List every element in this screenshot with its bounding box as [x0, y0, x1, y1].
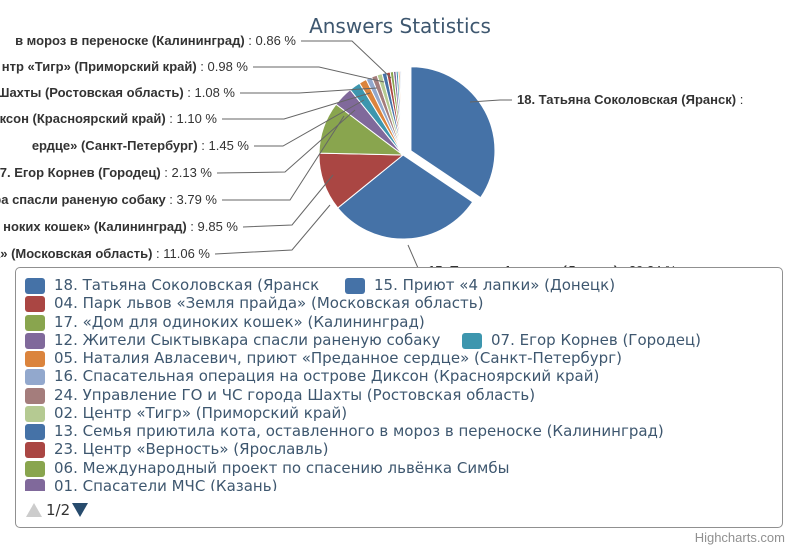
legend-swatch: [25, 406, 45, 422]
legend-swatch: [25, 296, 45, 312]
pie-slice[interactable]: [337, 154, 474, 240]
pie-slice[interactable]: [410, 66, 496, 199]
legend-item-label: 13. Семья приютила кота, оставленного в …: [54, 422, 664, 440]
legend-swatch: [25, 461, 45, 477]
legend: 18. Татьяна Соколовская (Яранск 15. Приют…: [15, 267, 783, 528]
data-label-name: ноких кошек» (Калининград): [3, 219, 187, 234]
data-label-value: : 11.06 %: [152, 246, 210, 261]
data-label-value: : 1.08 %: [184, 85, 236, 100]
label-connector: [301, 40, 392, 79]
data-label: 18. Татьяна Соколовская (Яранск) :: [517, 92, 743, 107]
label-connector: [222, 115, 345, 201]
label-connector: [222, 92, 371, 120]
legend-swatch: [25, 479, 45, 491]
data-label-name: 18. Татьяна Соколовская (Яранск): [517, 92, 736, 107]
data-label: 07. Егор Корнев (Городец) : 2.13 %: [0, 165, 212, 180]
data-label: иксон (Красноярский край) : 1.10 %: [0, 111, 217, 126]
legend-swatch: [462, 333, 482, 349]
legend-item-label: 04. Парк львов «Земля прайда» (Московска…: [54, 294, 484, 312]
legend-item-label: 15. Приют «4 лапки» (Донецк): [374, 276, 616, 294]
pie-slices: [318, 66, 496, 240]
legend-next-arrow-icon[interactable]: [72, 503, 89, 517]
legend-item-label: 24. Управление ГО и ЧС города Шахты (Рос…: [54, 386, 536, 404]
data-label-name: Шахты (Ростовская область): [0, 85, 184, 100]
data-label-name: ра спасли раненую собаку: [0, 192, 166, 207]
legend-page-indicator: 1/2: [46, 501, 71, 519]
data-label-name: иксон (Красноярский край): [0, 111, 166, 126]
data-label: ра спасли раненую собаку : 3.79 %: [0, 192, 217, 207]
legend-item-label: 07. Егор Корнев (Городец): [491, 331, 701, 349]
legend-item-label: 05. Наталия Авласевич, приют «Преданное …: [54, 349, 622, 367]
legend-item-label: 16. Спасательная операция на острове Дик…: [54, 367, 600, 385]
data-label: в мороз в переноске (Калининград) : 0.86…: [15, 33, 296, 48]
legend-swatch: [25, 424, 45, 440]
legend-item-label: 23. Центр «Верность» (Ярославль): [54, 440, 329, 458]
legend-swatch: [25, 351, 45, 367]
data-label-value: : 2.13 %: [161, 165, 213, 180]
data-label-value: : 0.98 %: [197, 59, 249, 74]
data-label: нтр «Тигр» (Приморский край) : 0.98 %: [2, 59, 249, 74]
legend-item-label: 06. Международный проект по спасению льв…: [54, 459, 510, 477]
label-connector: [253, 66, 385, 83]
pie-slice[interactable]: [401, 70, 404, 156]
legend-swatch: [25, 333, 45, 349]
data-labels: 18. Татьяна Соколовская (Яранск) :15. Пр…: [0, 33, 743, 278]
label-connector: [254, 99, 365, 147]
legend-swatch: [25, 315, 45, 331]
legend-item-label: 18. Татьяна Соколовская (Яранск: [54, 276, 320, 294]
legend-items: 18. Татьяна Соколовская (Яранск 15. Приют…: [25, 276, 775, 491]
data-label: ердце» (Санкт-Петербург) : 1.45 %: [32, 138, 250, 153]
data-label-value: : 3.79 %: [166, 192, 218, 207]
legend-swatch: [345, 278, 365, 294]
legend-item-label: 01. Спасатели МЧС (Казань): [54, 477, 278, 491]
legend-swatch: [25, 442, 45, 458]
data-label-value: : 1.45 %: [198, 138, 250, 153]
label-connectors: [214, 40, 512, 272]
legend-swatch: [25, 388, 45, 404]
legend-pager: 1/2: [26, 500, 89, 520]
legend-prev-arrow-icon[interactable]: [26, 503, 42, 517]
data-label-value: : 9.85 %: [187, 219, 239, 234]
data-label-name: 07. Егор Корнев (Городец): [0, 165, 161, 180]
data-label-value: :: [736, 92, 743, 107]
data-label-value: : 1.10 %: [166, 111, 218, 126]
legend-swatch: [25, 278, 45, 294]
legend-item-label: 17. «Дом для одиноких кошек» (Калинингра…: [54, 313, 425, 331]
label-connector: [216, 109, 356, 174]
label-connector: [242, 174, 334, 228]
legend-item-label: 02. Центр «Тигр» (Приморский край): [54, 404, 348, 422]
chart-title: Answers Statistics: [309, 14, 491, 38]
data-label: ноких кошек» (Калининград) : 9.85 %: [3, 219, 238, 234]
data-label-name: нтр «Тигр» (Приморский край): [2, 59, 197, 74]
data-label-name: в мороз в переноске (Калининград): [15, 33, 245, 48]
label-connector: [214, 204, 331, 255]
legend-item-label: 12. Жители Сыктывкара спасли раненую соб…: [54, 331, 441, 349]
label-connector: [240, 87, 378, 94]
data-label: да» (Московская область) : 11.06 %: [0, 246, 210, 261]
data-label: Шахты (Ростовская область) : 1.08 %: [0, 85, 235, 100]
credits-link[interactable]: Highcharts.com: [694, 530, 785, 545]
legend-swatch: [25, 369, 45, 385]
data-label-name: ердце» (Санкт-Петербург): [32, 138, 198, 153]
label-connector: [469, 99, 512, 103]
data-label-name: да» (Московская область): [0, 246, 152, 261]
data-label-value: : 0.86 %: [245, 33, 297, 48]
